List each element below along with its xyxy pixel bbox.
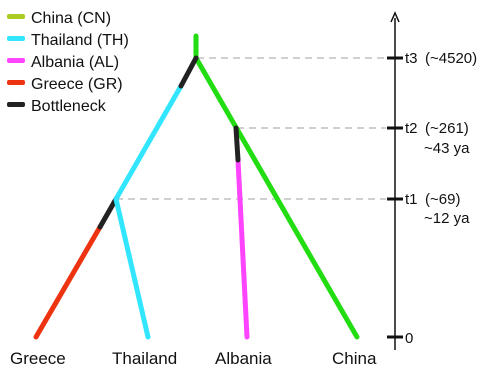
legend-label-albania: Albania (AL) [31,54,119,71]
legend-swatch-greece [7,80,25,85]
legend-swatch-albania [7,58,25,63]
branch-china [193,55,360,340]
leaf-albania: Albania [215,349,272,368]
time-guides [116,57,386,200]
bottleneck-albania [233,125,241,163]
t1-value: (~69) [425,191,460,208]
leaf-labels: Greece Thailand Albania China [10,349,377,368]
legend-swatch-bottleneck [7,102,25,107]
legend-label-greece: Greece (GR) [31,76,123,93]
legend-label-thailand: Thailand (TH) [31,32,129,49]
leaf-china: China [332,349,377,368]
legend-swatch-thailand [7,36,25,41]
time-axis: t3 (~4520) t2 (~261) ~43 ya t1 (~69) ~12… [387,11,477,350]
tree [33,33,360,340]
legend-label-china: China (CN) [31,10,111,27]
zero-label: 0 [405,330,413,347]
bottleneck-greece [97,196,119,230]
t3-label: t3 [405,50,418,67]
t1-years-ago: ~12 ya [424,210,470,227]
t1-label: t1 [405,191,418,208]
t2-years-ago: ~43 ya [424,140,470,157]
axis-arrow-icon [390,11,400,23]
leaf-thailand: Thailand [112,349,177,368]
leaf-greece: Greece [10,349,66,368]
bottleneck-t3 [178,55,199,89]
t3-value: (~4520) [425,50,477,67]
branch-ancestral-thailand [113,83,184,202]
branch-albania [235,157,250,340]
legend: China (CN) Thailand (TH) Albania (AL) Gr… [7,10,129,115]
t2-label: t2 [405,120,418,137]
legend-label-bottleneck: Bottleneck [31,98,107,115]
branch-thailand [113,196,151,340]
branch-greece [33,224,103,340]
t2-value: (~261) [425,120,469,137]
legend-swatch-china [7,14,25,19]
